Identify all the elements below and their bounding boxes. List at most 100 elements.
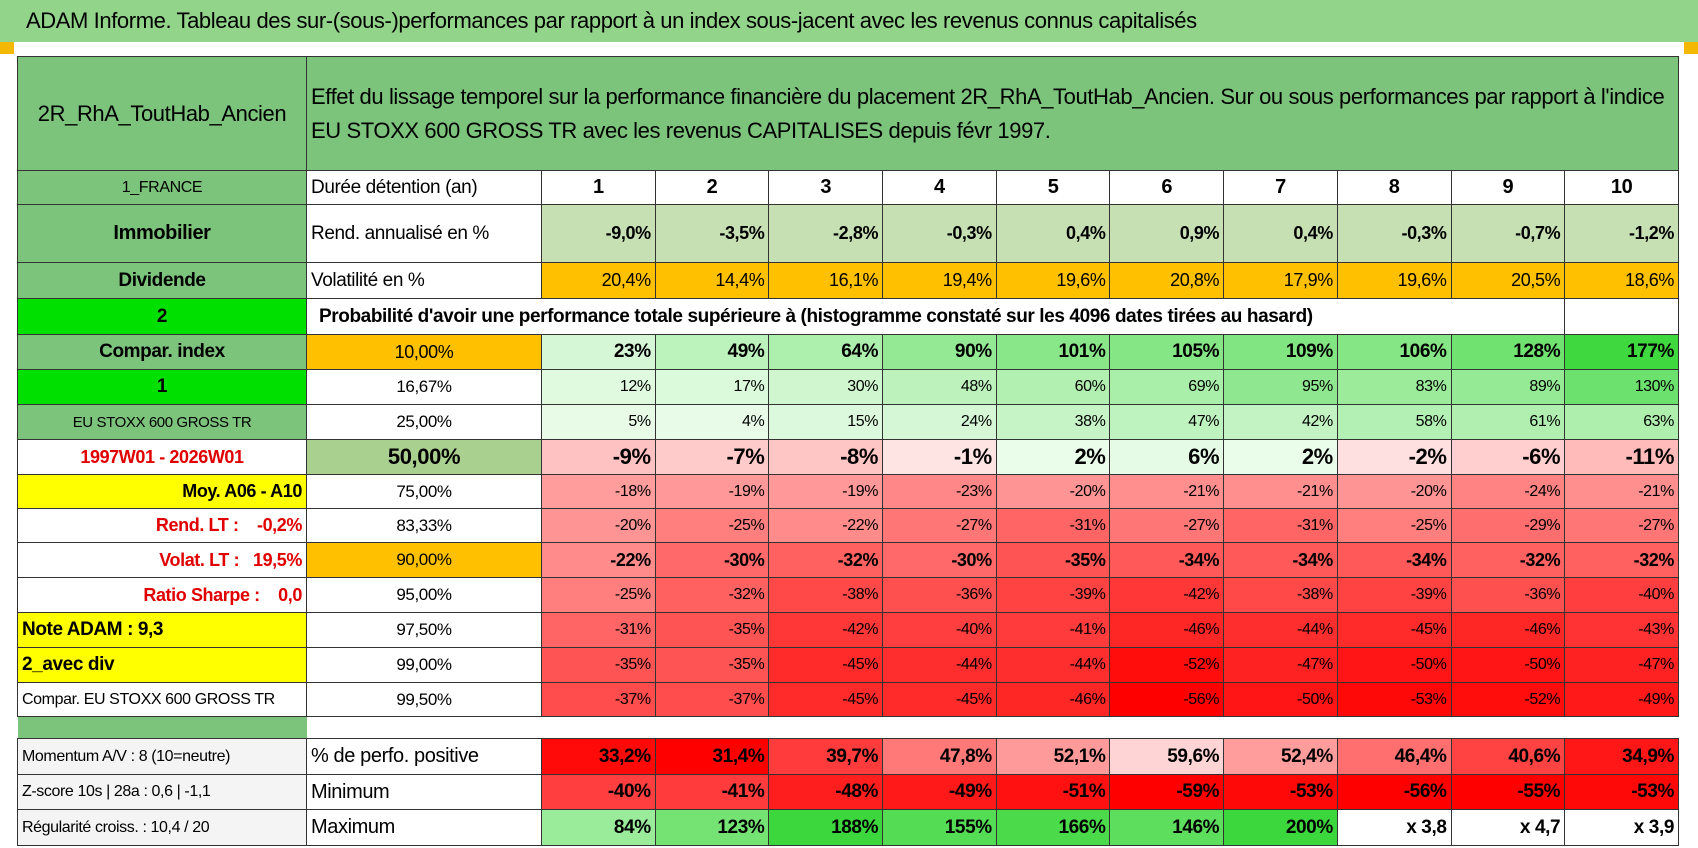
- data-cell: -42%: [1109, 577, 1225, 613]
- data-cell: -0,7%: [1450, 204, 1566, 263]
- data-cell: -40%: [541, 774, 656, 810]
- footer-row: Régularité croiss. : 10,4 / 20 Maximum 84%…: [17, 809, 1680, 846]
- row-header: Minimum: [306, 774, 542, 810]
- data-cell: 130%: [1564, 369, 1680, 405]
- data-cell: -36%: [1450, 577, 1566, 613]
- row-header: Maximum: [306, 809, 542, 846]
- data-cell: -9%: [541, 439, 656, 475]
- data-cell: 48%: [882, 369, 997, 405]
- data-cell: 4%: [654, 404, 770, 440]
- data-cell: -25%: [654, 508, 770, 543]
- data-cell: -23%: [882, 474, 997, 509]
- table-row: Rend. LT : -0,2% 83,33% -20% -25% -22% -27% -3…: [17, 508, 1680, 543]
- data-cell: -46%: [1109, 612, 1225, 648]
- data-cell: -0,3%: [882, 204, 997, 263]
- data-cell: -37%: [541, 682, 656, 717]
- row-label: 1: [17, 369, 307, 405]
- data-cell: -45%: [768, 682, 884, 717]
- data-cell: -44%: [882, 647, 997, 683]
- row-header: Volatilité en %: [306, 262, 542, 299]
- data-cell: 64%: [768, 334, 884, 370]
- footer-row: Momentum A/V : 8 (10=neutre)% de perfo. …: [17, 738, 1680, 775]
- data-cell: -1,2%: [1564, 204, 1680, 263]
- data-cell: -20%: [995, 474, 1111, 509]
- data-cell: -44%: [1223, 612, 1338, 648]
- data-cell: -35%: [541, 647, 656, 683]
- data-cell: -46%: [1450, 612, 1566, 648]
- row-label: Note ADAM : 9,3: [17, 612, 307, 648]
- data-cell: -53%: [1564, 774, 1680, 810]
- data-cell: -25%: [1336, 508, 1452, 543]
- row-label: Régularité croiss. : 10,4 / 20: [17, 809, 307, 846]
- data-cell: 47%: [1109, 404, 1225, 440]
- data-cell: -21%: [1109, 474, 1225, 509]
- data-cell: -45%: [882, 682, 997, 717]
- data-cell: 20,5%: [1450, 262, 1566, 299]
- data-cell: -29%: [1450, 508, 1566, 543]
- data-cell: -3,5%: [654, 204, 770, 263]
- data-cell: 52,1%: [995, 738, 1111, 775]
- table-row: Volat. LT : 19,5% 90,00% -22% -30% -32% -30% -…: [17, 542, 1680, 578]
- data-cell: -41%: [995, 612, 1111, 648]
- data-cell: -38%: [1223, 577, 1338, 613]
- data-cell: 0,4%: [1223, 204, 1338, 263]
- data-cell: 0,9%: [1109, 204, 1225, 263]
- row-label: EU STOXX 600 GROSS TR: [17, 404, 307, 440]
- data-cell: -1%: [882, 439, 997, 475]
- data-cell: 23%: [541, 334, 656, 370]
- data-cell: -56%: [1336, 774, 1452, 810]
- data-cell: 60%: [995, 369, 1111, 405]
- data-cell: -34%: [1336, 542, 1452, 578]
- row-header: 95,00%: [306, 577, 542, 613]
- data-cell: -22%: [768, 508, 884, 543]
- data-cell: -27%: [1109, 508, 1225, 543]
- row-label: Volat. LT : 19,5%: [17, 542, 307, 578]
- data-cell: -32%: [654, 577, 770, 613]
- data-cell: 155%: [882, 809, 997, 846]
- data-cell: 2: [654, 170, 770, 205]
- data-cell: 2%: [995, 439, 1111, 475]
- data-cell: -35%: [654, 612, 770, 648]
- data-cell: -37%: [654, 682, 770, 717]
- row-label: 2_avec div: [17, 647, 307, 683]
- data-cell: -52%: [1450, 682, 1566, 717]
- data-cell: -31%: [541, 612, 656, 648]
- row-label: Compar. index: [17, 334, 307, 370]
- data-cell: -44%: [995, 647, 1111, 683]
- data-cell: -0,3%: [1336, 204, 1452, 263]
- data-cell: 8: [1336, 170, 1452, 205]
- data-cell: 20,4%: [541, 262, 656, 299]
- data-cell: 38%: [995, 404, 1111, 440]
- data-cell: -39%: [995, 577, 1111, 613]
- data-cell: 101%: [995, 334, 1111, 370]
- spacer-row: [17, 716, 1679, 739]
- data-cell: 46,4%: [1336, 738, 1452, 775]
- data-cell: 17%: [654, 369, 770, 405]
- row-header: 25,00%: [306, 404, 542, 440]
- table-row: Note ADAM : 9,3 97,50% -31% -35% -42% -40% -41…: [17, 612, 1680, 648]
- data-cell: -21%: [1223, 474, 1338, 509]
- data-cell: 0,4%: [995, 204, 1111, 263]
- table-row: 1997W01 - 2026W01 50,00% -9% -7% -8% -1% 2% 6% 2…: [17, 439, 1680, 475]
- row-header: 90,00%: [306, 542, 542, 578]
- data-cell: 49%: [654, 334, 770, 370]
- data-cell: -22%: [541, 542, 656, 578]
- empty-cell: [1564, 298, 1680, 335]
- data-cell: x 3,9: [1564, 809, 1680, 846]
- performance-table: 2R_RhA_ToutHab_Ancien Effet du lissage te…: [17, 56, 1680, 846]
- data-cell: 4: [882, 170, 997, 205]
- data-cell: 84%: [541, 809, 656, 846]
- data-cell: x 4,7: [1450, 809, 1566, 846]
- data-cell: 188%: [768, 809, 884, 846]
- data-cell: -56%: [1109, 682, 1225, 717]
- data-cell: -25%: [541, 577, 656, 613]
- data-cell: 146%: [1109, 809, 1225, 846]
- row-header: 75,00%: [306, 474, 542, 509]
- row-header: Rend. annualisé en %: [306, 204, 542, 263]
- row-label: 2: [17, 298, 307, 335]
- data-cell: -41%: [654, 774, 770, 810]
- row-label: Compar. EU STOXX 600 GROSS TR: [17, 682, 307, 717]
- data-cell: -32%: [1564, 542, 1680, 578]
- data-cell: 19,6%: [1336, 262, 1452, 299]
